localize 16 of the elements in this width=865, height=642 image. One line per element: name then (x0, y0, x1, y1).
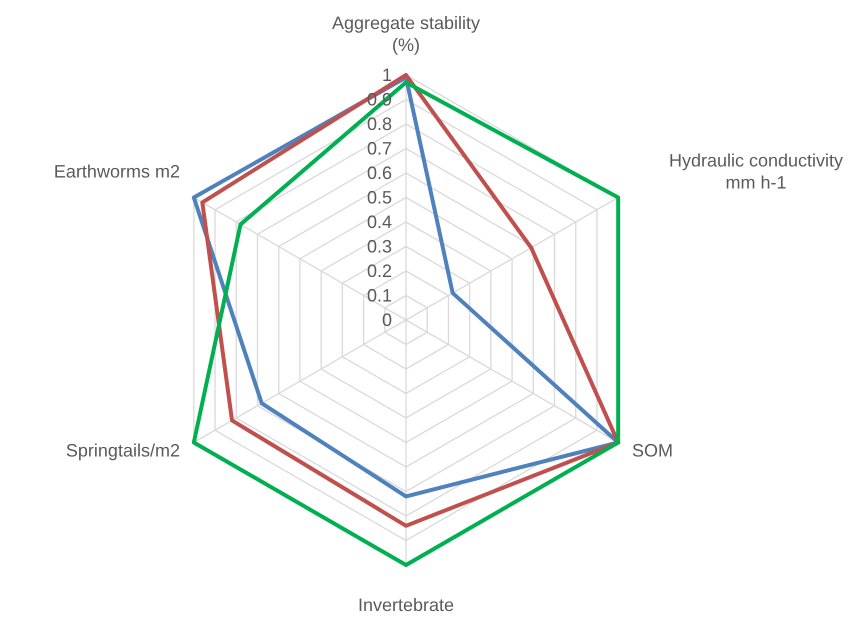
spoke-label: Invertebrate (358, 595, 454, 615)
y-tick-label: 0.6 (366, 163, 392, 183)
spoke-label: Hydraulic conductivity mm h-1 (668, 150, 844, 192)
y-tick-label: 0.8 (366, 114, 392, 134)
y-tick-label: 1 (382, 65, 392, 85)
y-tick-label: 0.1 (366, 286, 392, 306)
spoke-label: Aggregate stability (%) (332, 13, 480, 55)
y-tick-label: 0.5 (366, 188, 392, 208)
y-tick-label: 0 (382, 310, 392, 330)
spoke-label: Earthworms m2 (54, 162, 180, 182)
spoke-label: SOM (632, 440, 674, 460)
y-tick-label: 0.2 (366, 261, 392, 281)
y-tick-label: 0.7 (366, 138, 392, 158)
spoke-label: Springtails/m2 (66, 440, 180, 460)
y-tick-label: 0.3 (366, 236, 392, 256)
y-tick-label: 0.4 (366, 212, 392, 232)
